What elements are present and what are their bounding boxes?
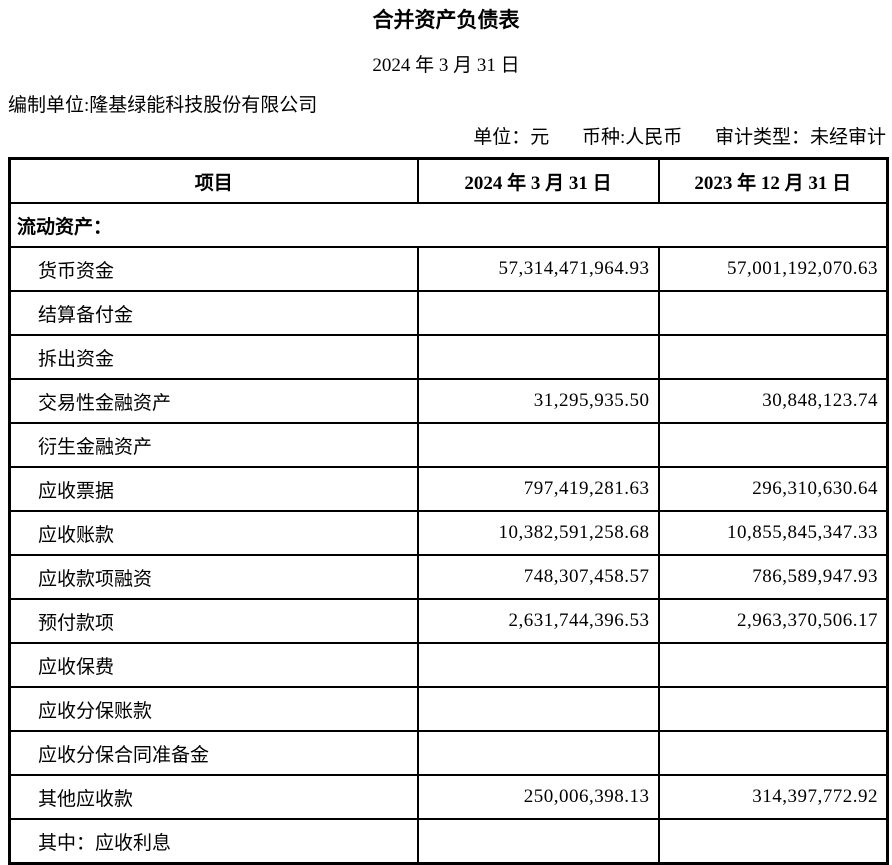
column-header-2024: 2024 年 3 月 31 日 (416, 157, 660, 204)
row-value-2023: 10,855,845,347.33 (657, 510, 889, 556)
row-value-2024 (416, 818, 660, 865)
table-row: 货币资金 57,314,471,964.93 57,001,192,070.63 (8, 246, 889, 292)
document-title: 合并资产负债表 (372, 8, 520, 32)
table-row: 应收分保合同准备金 (8, 730, 889, 776)
column-header-2023: 2023 年 12 月 31 日 (657, 157, 889, 204)
row-label: 应收分保账款 (8, 686, 419, 732)
row-label: 其中：应收利息 (8, 818, 419, 865)
row-value-2023: 30,848,123.74 (657, 378, 889, 424)
row-value-2024: 2,631,744,396.53 (416, 598, 660, 644)
unit-label: 单位：元 (473, 127, 550, 148)
column-header-item: 项目 (8, 157, 419, 204)
table-row: 应收保费 (8, 642, 889, 688)
row-value-2024: 797,419,281.63 (416, 466, 660, 512)
row-value-2024 (416, 334, 660, 380)
row-label: 货币资金 (8, 246, 419, 292)
table-row: 应收票据 797,419,281.63 296,310,630.64 (8, 466, 889, 512)
table-row: 预付款项 2,631,744,396.53 2,963,370,506.17 (8, 598, 889, 644)
balance-sheet-table: 项目 2024 年 3 月 31 日 2023 年 12 月 31 日 流动资产… (8, 157, 889, 865)
row-label: 其他应收款 (8, 774, 419, 820)
report-date: 2024 年 3 月 31 日 (372, 55, 520, 76)
currency-label: 币种:人民币 (581, 127, 683, 148)
row-value-2024 (416, 290, 660, 336)
table-row: 应收分保账款 (8, 686, 889, 732)
row-value-2024: 31,295,935.50 (416, 378, 660, 424)
audit-type-label: 审计类型：未经审计 (714, 127, 886, 148)
row-value-2023: 57,001,192,070.63 (657, 246, 889, 292)
section-label: 流动资产： (8, 202, 889, 248)
table-row: 交易性金融资产 31,295,935.50 30,848,123.74 (8, 378, 889, 424)
row-label: 结算备付金 (8, 290, 419, 336)
row-value-2023: 786,589,947.93 (657, 554, 889, 600)
table-row: 应收款项融资 748,307,458.57 786,589,947.93 (8, 554, 889, 600)
row-value-2023 (657, 334, 889, 380)
table-row: 结算备付金 (8, 290, 889, 336)
row-value-2024 (416, 686, 660, 732)
row-value-2024: 57,314,471,964.93 (416, 246, 660, 292)
meta-line: 单位：元 币种:人民币 审计类型：未经审计 (0, 122, 886, 149)
row-value-2024: 10,382,591,258.68 (416, 510, 660, 556)
row-value-2024: 250,006,398.13 (416, 774, 660, 820)
table-row: 衍生金融资产 (8, 422, 889, 468)
preparer-line: 编制单位:隆基绿能科技股份有限公司 (8, 95, 318, 116)
row-label: 应收票据 (8, 466, 419, 512)
table-row: 其中：应收利息 (8, 818, 889, 865)
row-value-2023 (657, 730, 889, 776)
row-value-2023 (657, 818, 889, 865)
table-row: 拆出资金 (8, 334, 889, 380)
table-header-row: 项目 2024 年 3 月 31 日 2023 年 12 月 31 日 (8, 157, 889, 204)
row-label: 应收账款 (8, 510, 419, 556)
row-value-2023 (657, 290, 889, 336)
row-value-2024 (416, 422, 660, 468)
table-row: 其他应收款 250,006,398.13 314,397,772.92 (8, 774, 889, 820)
row-value-2023 (657, 422, 889, 468)
row-value-2023 (657, 686, 889, 732)
row-label: 交易性金融资产 (8, 378, 419, 424)
row-label: 应收保费 (8, 642, 419, 688)
row-label: 应收款项融资 (8, 554, 419, 600)
row-value-2023: 2,963,370,506.17 (657, 598, 889, 644)
row-value-2024: 748,307,458.57 (416, 554, 660, 600)
row-label: 衍生金融资产 (8, 422, 419, 468)
table-row: 应收账款 10,382,591,258.68 10,855,845,347.33 (8, 510, 889, 556)
table-row: 流动资产： (8, 202, 889, 248)
row-label: 拆出资金 (8, 334, 419, 380)
table-body: 流动资产： 货币资金 57,314,471,964.93 57,001,192,070… (8, 202, 889, 865)
row-value-2023: 314,397,772.92 (657, 774, 889, 820)
row-label: 应收分保合同准备金 (8, 730, 419, 776)
row-value-2024 (416, 642, 660, 688)
row-label: 预付款项 (8, 598, 419, 644)
row-value-2023: 296,310,630.64 (657, 466, 889, 512)
row-value-2023 (657, 642, 889, 688)
row-value-2024 (416, 730, 660, 776)
